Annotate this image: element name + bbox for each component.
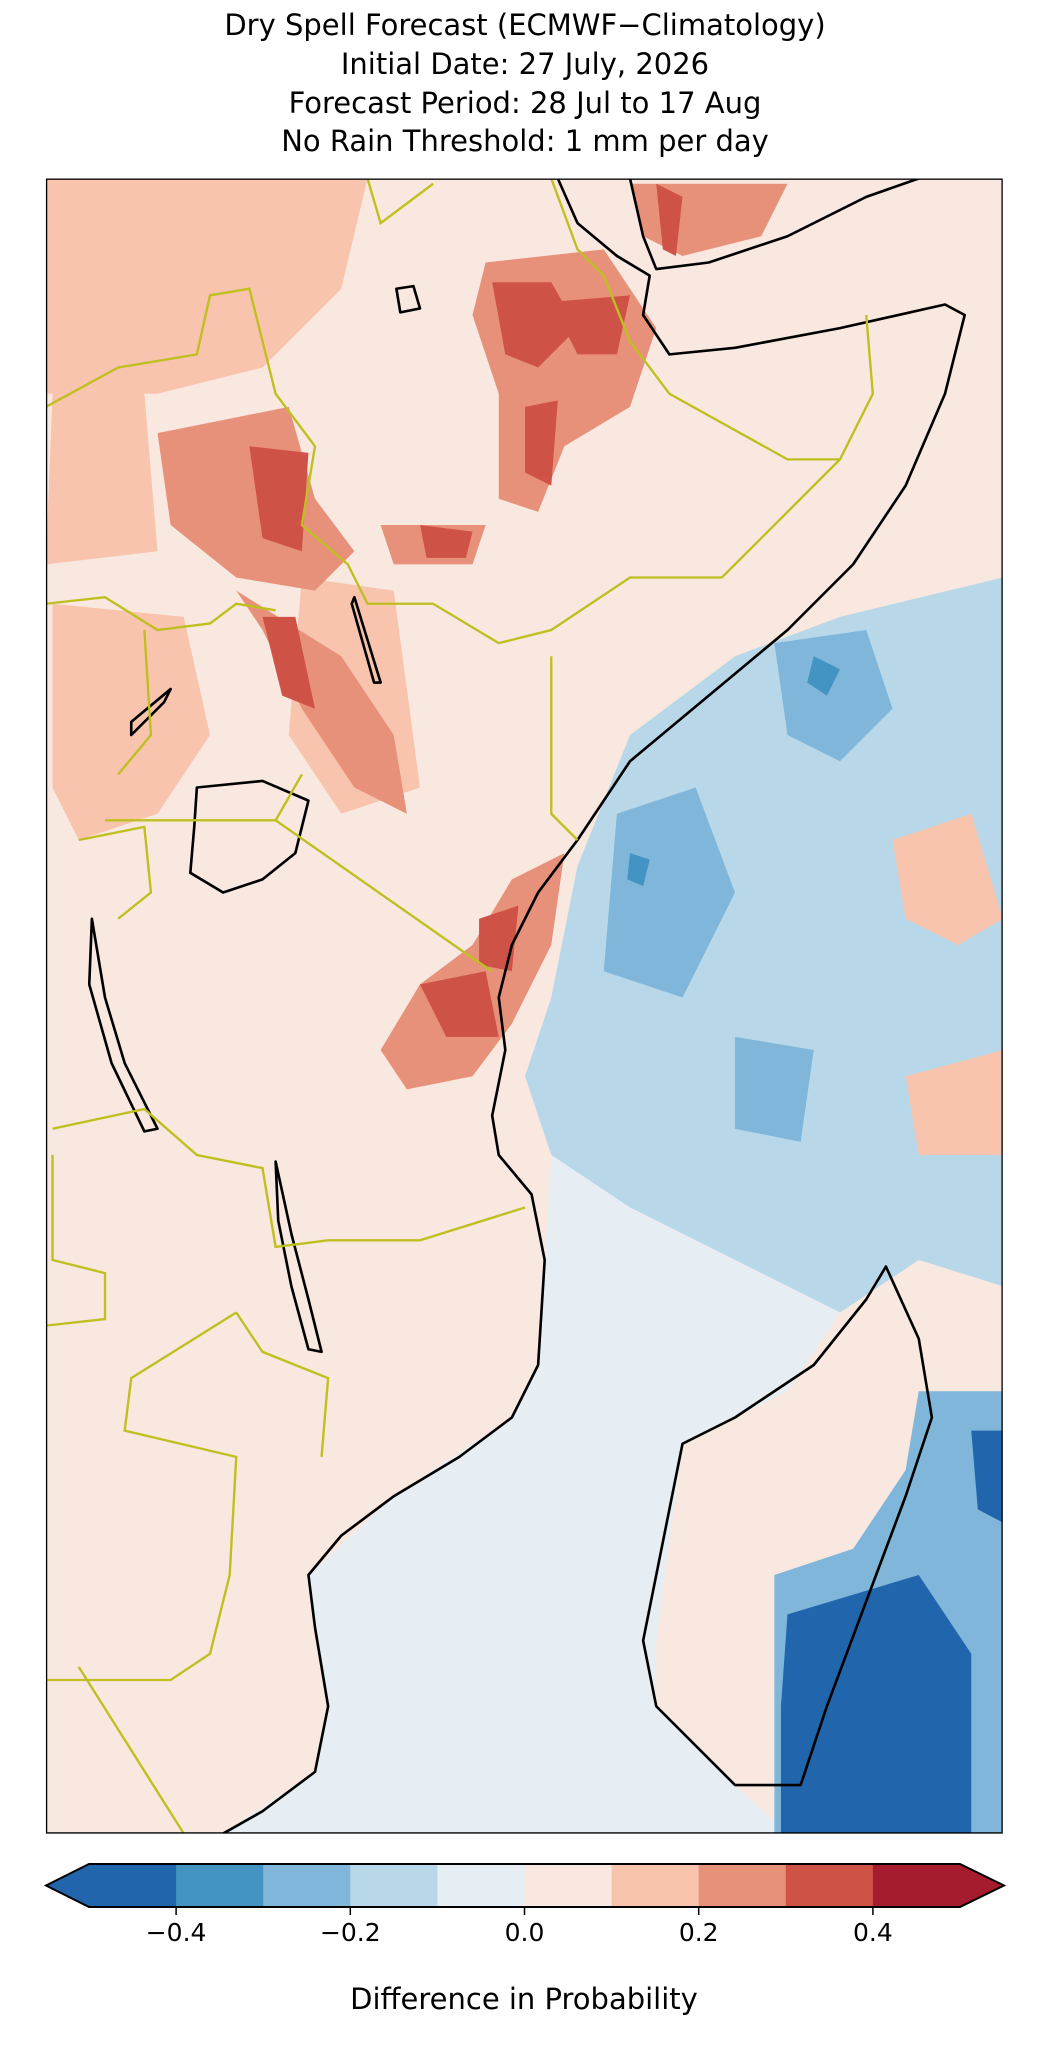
colorbar-segment: [350, 1864, 438, 1907]
land-anomaly: [249, 446, 473, 709]
ocean-anomaly: [525, 577, 1003, 1313]
lake: [189, 779, 310, 894]
colorbar-tick-label: 0.0: [505, 1918, 545, 1947]
colorbar-tick-label: 0.2: [679, 1918, 719, 1947]
ocean-anomaly: [223, 1155, 840, 1834]
title-line: Dry Spell Forecast (ECMWF−Climatology): [224, 8, 825, 42]
land-anomaly: [380, 853, 565, 1090]
colorbar-segment: [698, 1864, 787, 1907]
colorbar-segment: [263, 1864, 351, 1907]
border: [366, 178, 840, 461]
land-anomaly: [420, 905, 519, 1037]
colorbar-extend-low: [46, 1864, 89, 1907]
coastline: [628, 178, 920, 271]
colorbar-segment: [176, 1864, 264, 1907]
colorbar-tick-label: 0.4: [853, 1918, 893, 1947]
colorbar-extend-high: [960, 1864, 1004, 1907]
coastline: [222, 178, 966, 1834]
title-line: No Rain Threshold: 1 mm per day: [281, 124, 769, 158]
border: [45, 595, 579, 973]
colorbar-segment: [785, 1864, 874, 1907]
land-anomaly: [157, 406, 486, 814]
land-anomaly: [492, 183, 683, 486]
lake: [87, 917, 159, 1133]
ocean-anomaly: [892, 813, 1003, 1155]
colorbar-segment: [89, 1864, 177, 1907]
colorbar-segment: [437, 1864, 525, 1907]
title-line: Initial Date: 27 July, 2026: [341, 47, 709, 81]
ocean-anomaly: [780, 1430, 1003, 1834]
ocean-anomaly: [603, 630, 893, 1142]
colorbar-label: Difference in Probability: [350, 1982, 698, 2016]
border: [45, 287, 875, 645]
map: [45, 178, 1003, 1834]
colorbar-segment: [872, 1864, 961, 1907]
island: [641, 1265, 934, 1787]
lake: [129, 284, 422, 737]
colorbar-tick-label: −0.4: [146, 1918, 207, 1947]
ocean-anomaly: [627, 656, 840, 886]
border: [45, 825, 526, 1834]
colorbar-outline: [43, 1863, 1007, 1908]
title-line: Forecast Period: 28 Jul to 17 Aug: [289, 86, 762, 120]
colorbar-segment: [524, 1864, 613, 1907]
colorbar-segment: [611, 1864, 700, 1907]
colorbar-tick-label: −0.2: [320, 1918, 381, 1947]
